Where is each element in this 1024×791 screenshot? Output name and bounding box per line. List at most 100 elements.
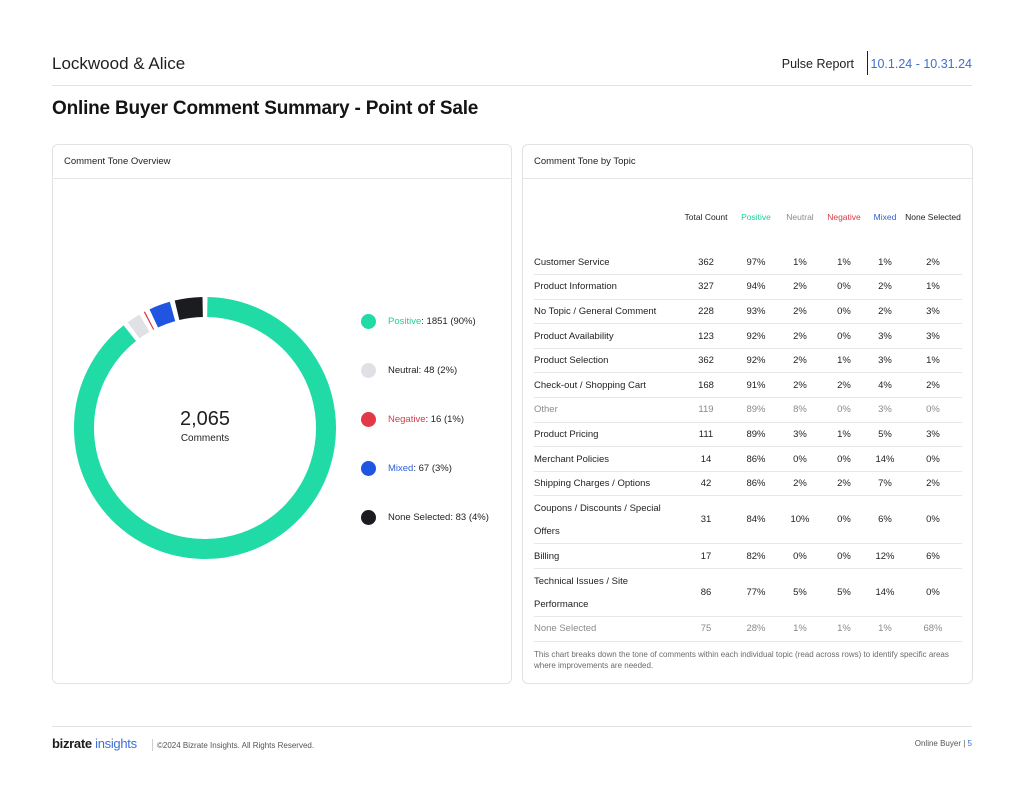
topic-cell-neutral: 2% xyxy=(778,348,822,374)
topic-cell-none-selected: 3% xyxy=(904,422,962,448)
topic-cell-negative: 2% xyxy=(822,471,866,497)
topic-cell-negative: 0% xyxy=(822,446,866,472)
topic-cell-neutral: 3% xyxy=(778,422,822,448)
tone-overview-card: Comment Tone Overview 2,065 Comments Pos… xyxy=(52,144,512,684)
legend-value-negative: : 16 (1%) xyxy=(425,414,465,425)
topic-cell-total: 362 xyxy=(678,348,734,374)
topic-cell-mixed: 7% xyxy=(866,471,904,497)
topic-cell-mixed: 6% xyxy=(866,495,904,545)
legend-key-neutral: Neutral xyxy=(388,365,419,376)
topic-cell-neutral: 2% xyxy=(778,299,822,325)
topic-name: Check-out / Shopping Cart xyxy=(534,372,678,399)
topic-name: Billing xyxy=(534,543,678,570)
topic-cell-positive: 91% xyxy=(734,372,778,399)
legend-dot-none-selected xyxy=(361,510,376,525)
topic-cell-negative: 0% xyxy=(822,323,866,349)
topic-cell-neutral: 2% xyxy=(778,471,822,497)
topic-cell-positive: 82% xyxy=(734,543,778,570)
topic-cell-total: 17 xyxy=(678,543,734,570)
topic-cell-negative: 1% xyxy=(822,422,866,448)
topic-name: Product Availability xyxy=(534,323,678,349)
legend-key-none-selected: None Selected xyxy=(388,512,451,523)
topic-cell-total: 31 xyxy=(678,495,734,545)
donut-segment-positive xyxy=(74,297,336,559)
topic-cell-total: 86 xyxy=(678,568,734,618)
column-header-none-selected: None Selected xyxy=(905,212,961,222)
topic-cell-neutral: 5% xyxy=(778,568,822,618)
topic-cell-mixed: 3% xyxy=(866,323,904,349)
topic-name: Product Selection xyxy=(534,348,678,374)
topic-cell-mixed: 3% xyxy=(866,397,904,423)
donut-total: 2,065 xyxy=(179,408,231,430)
column-header-mixed: Mixed xyxy=(873,212,897,222)
topic-name: No Topic / General Comment xyxy=(534,299,678,325)
topic-row: Product Availability 123 92% 2% 0% 3% 3% xyxy=(534,323,962,349)
topic-cell-mixed: 1% xyxy=(866,250,904,276)
topic-cell-total: 14 xyxy=(678,446,734,472)
topic-cell-positive: 89% xyxy=(734,397,778,423)
logo-bold-text: bizrate xyxy=(52,736,92,751)
topic-row: No Topic / General Comment 228 93% 2% 0% 2% 3% xyxy=(534,299,962,325)
donut-center: 2,065 Comments xyxy=(73,408,337,444)
report-label: Pulse Report xyxy=(781,57,854,71)
topic-cell-neutral: 10% xyxy=(778,495,822,545)
page-title: Online Buyer Comment Summary - Point of … xyxy=(52,98,479,119)
topic-name: None Selected xyxy=(534,616,678,642)
topic-name: Customer Service xyxy=(534,250,678,276)
topic-cell-neutral: 0% xyxy=(778,543,822,570)
topic-cell-mixed: 4% xyxy=(866,372,904,399)
page-marker: Online Buyer | 5 xyxy=(915,739,972,748)
topic-row: Customer Service 362 97% 1% 1% 1% 2% xyxy=(534,250,962,276)
topic-cell-none-selected: 2% xyxy=(904,372,962,399)
topic-cell-positive: 86% xyxy=(734,446,778,472)
topic-cell-none-selected: 0% xyxy=(904,568,962,618)
topic-row: Product Selection 362 92% 2% 1% 3% 1% xyxy=(534,348,962,374)
topic-cell-none-selected: 0% xyxy=(904,446,962,472)
column-header-total: Total Count xyxy=(684,212,728,222)
topic-cell-positive: 84% xyxy=(734,495,778,545)
donut-segment-mixed xyxy=(149,301,176,328)
column-header-positive: Positive xyxy=(741,212,771,222)
topic-name: Coupons / Discounts / Special Offers xyxy=(534,495,678,545)
topic-cell-negative: 1% xyxy=(822,250,866,276)
topic-cell-none-selected: 3% xyxy=(904,299,962,325)
topic-cell-mixed: 5% xyxy=(866,422,904,448)
topic-name: Product Pricing xyxy=(534,422,678,448)
topic-row: Product Information 327 94% 2% 0% 2% 1% xyxy=(534,274,962,300)
legend-dot-mixed xyxy=(361,461,376,476)
footer-divider xyxy=(152,739,153,751)
topic-cell-negative: 1% xyxy=(822,348,866,374)
topic-cell-negative: 5% xyxy=(822,568,866,618)
legend-key-negative: Negative xyxy=(388,414,426,425)
topic-table-header: Total Count Positive Neutral Negative Mi… xyxy=(534,212,962,228)
topic-name: Other xyxy=(534,397,678,423)
topic-cell-mixed: 1% xyxy=(866,616,904,642)
topic-row: Billing 17 82% 0% 0% 12% 6% xyxy=(534,543,962,570)
topic-cell-negative: 0% xyxy=(822,495,866,545)
logo-thin-text: insights xyxy=(91,736,137,751)
page-number: 5 xyxy=(967,739,972,748)
legend-value-mixed: : 67 (3%) xyxy=(413,463,452,474)
topic-cell-positive: 28% xyxy=(734,616,778,642)
topic-name: Merchant Policies xyxy=(534,446,678,472)
tone-donut-chart: 2,065 Comments xyxy=(73,296,337,560)
donut-segment-neutral xyxy=(127,314,150,339)
topic-cell-total: 123 xyxy=(678,323,734,349)
topic-cell-positive: 92% xyxy=(734,323,778,349)
topic-cell-total: 111 xyxy=(678,422,734,448)
date-range: 10.1.24 - 10.31.24 xyxy=(870,57,972,71)
topic-cell-none-selected: 3% xyxy=(904,323,962,349)
topic-cell-none-selected: 1% xyxy=(904,348,962,374)
topic-name: Shipping Charges / Options xyxy=(534,471,678,497)
topic-table: Total Count Positive Neutral Negative Mi… xyxy=(534,212,962,642)
topic-row: Other 119 89% 8% 0% 3% 0% xyxy=(534,397,962,423)
topic-row: Technical Issues / Site Performance 86 77%… xyxy=(534,568,962,618)
legend-dot-positive xyxy=(361,314,376,329)
topic-cell-total: 119 xyxy=(678,397,734,423)
topic-row: Shipping Charges / Options 42 86% 2% 2% 7% 2% xyxy=(534,471,962,497)
topic-cell-negative: 0% xyxy=(822,299,866,325)
topic-row: Merchant Policies 14 86% 0% 0% 14% 0% xyxy=(534,446,962,472)
topic-cell-total: 327 xyxy=(678,274,734,300)
topic-cell-none-selected: 68% xyxy=(904,616,962,642)
topic-cell-mixed: 14% xyxy=(866,446,904,472)
